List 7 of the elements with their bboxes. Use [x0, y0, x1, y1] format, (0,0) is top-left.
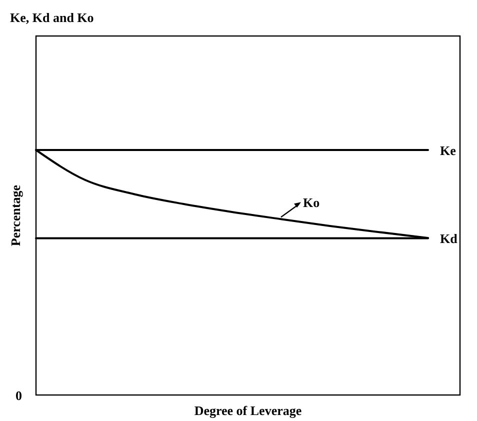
- x-axis-title: Degree of Leverage: [194, 403, 302, 418]
- series-label: Kd: [440, 231, 458, 246]
- text: 0: [16, 388, 22, 403]
- y-axis-title: Percentage: [8, 184, 23, 246]
- legend-label: Ko: [303, 195, 320, 210]
- chart-title: Ke, Kd and Ko: [10, 10, 94, 25]
- series-label: Ke: [440, 143, 456, 158]
